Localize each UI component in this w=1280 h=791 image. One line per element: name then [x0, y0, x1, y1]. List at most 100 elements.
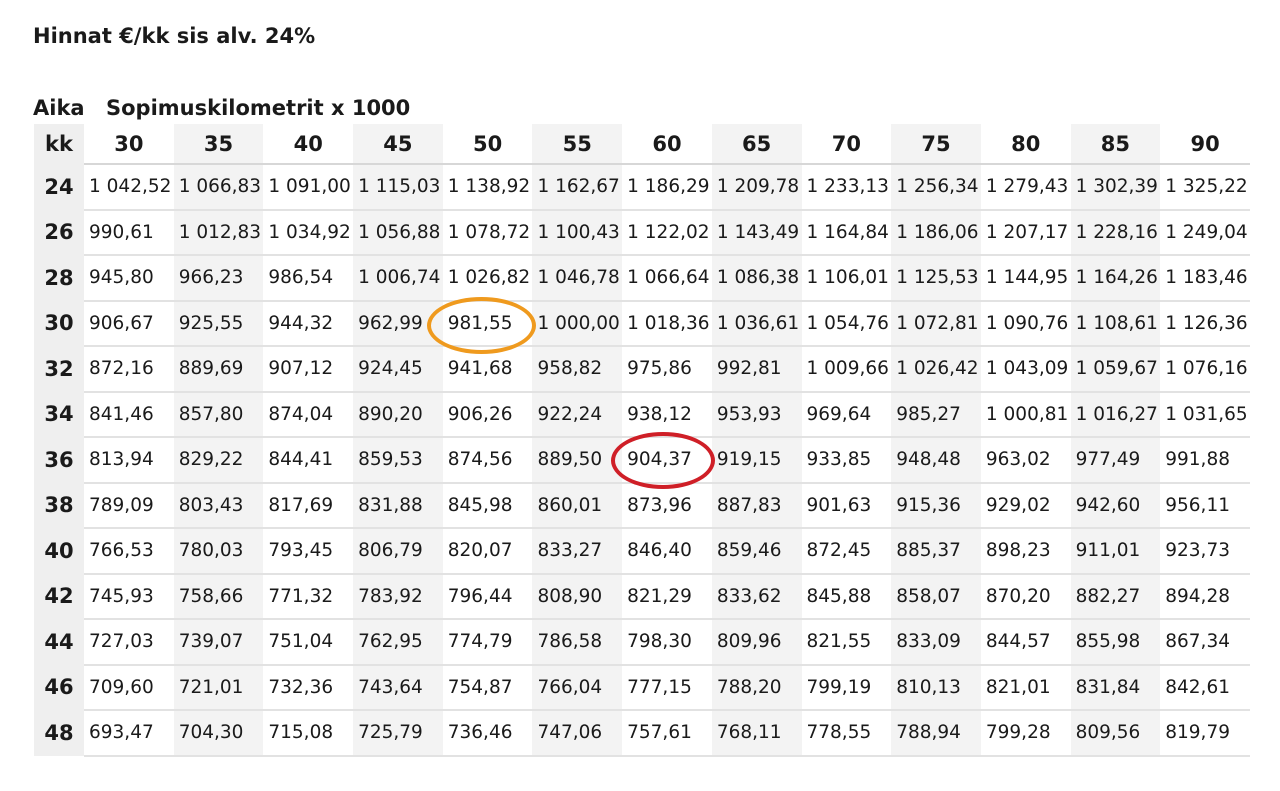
price-cell: 820,07	[442, 528, 533, 575]
price-cell: 1 115,03	[353, 164, 443, 211]
price-cell: 793,45	[263, 528, 354, 575]
price-cell: 704,30	[173, 710, 264, 757]
price-cell: 870,20	[980, 573, 1071, 620]
row-header-32: 32	[34, 346, 84, 392]
row-header-30: 30	[34, 300, 84, 346]
price-cell: 788,20	[711, 664, 802, 711]
column-header-80: 80	[980, 124, 1071, 165]
price-cell: 1 138,92	[442, 164, 533, 211]
price-cell: 778,55	[801, 710, 892, 757]
price-cell: 944,32	[263, 300, 354, 347]
price-cell: 841,46	[84, 391, 174, 438]
price-cell: 766,53	[84, 528, 174, 575]
column-header-35: 35	[173, 124, 264, 165]
price-cell: 842,61	[1160, 664, 1250, 711]
price-cell: 925,55	[173, 300, 264, 347]
price-cell: 745,93	[84, 573, 174, 620]
price-cell: 966,23	[173, 255, 264, 302]
price-cell: 898,23	[980, 528, 1071, 575]
price-cell: 948,48	[891, 437, 981, 484]
price-cell: 817,69	[263, 482, 354, 529]
price-cell: 977,49	[1070, 437, 1161, 484]
row-header-46: 46	[34, 664, 84, 710]
price-cell: 739,07	[173, 619, 264, 666]
price-cell: 757,61	[622, 710, 712, 757]
price-cell: 736,46	[442, 710, 533, 757]
price-cell: 809,56	[1070, 710, 1161, 757]
price-cell: 831,84	[1070, 664, 1161, 711]
price-cell: 1 046,78	[532, 255, 623, 302]
price-cell: 783,92	[353, 573, 443, 620]
price-cell: 846,40	[622, 528, 712, 575]
price-cell: 796,44	[442, 573, 533, 620]
price-cell: 1 000,00	[532, 300, 623, 347]
price-cell: 709,60	[84, 664, 174, 711]
price-cell: 1 012,83	[173, 209, 264, 256]
price-cell: 860,01	[532, 482, 623, 529]
column-header-45: 45	[353, 124, 443, 165]
price-cell: 990,61	[84, 209, 174, 256]
km-label: Sopimuskilometrit x 1000	[106, 96, 411, 120]
price-cell: 1 034,92	[263, 209, 354, 256]
price-cell: 872,16	[84, 346, 174, 393]
price-cell: 929,02	[980, 482, 1071, 529]
time-label: Aika	[33, 96, 85, 120]
price-cell: 725,79	[353, 710, 443, 757]
price-cell: 858,07	[891, 573, 981, 620]
price-cell: 906,26	[442, 391, 533, 438]
price-cell: 915,36	[891, 482, 981, 529]
price-cell: 859,46	[711, 528, 802, 575]
price-cell: 727,03	[84, 619, 174, 666]
price-cell: 1 076,16	[1160, 346, 1250, 393]
table-row: 28 945,80 966,23 986,54 1 006,74 1 026,82 1 04…	[34, 255, 1250, 302]
column-header-50: 50	[442, 124, 533, 165]
price-cell: 732,36	[263, 664, 354, 711]
row-header-44: 44	[34, 619, 84, 665]
price-cell: 813,94	[84, 437, 174, 484]
price-cell: 1 072,81	[891, 300, 981, 347]
price-cell: 882,27	[1070, 573, 1161, 620]
table-row: 46 709,60 721,01 732,36 743,64 754,87 766,04 77…	[34, 664, 1250, 711]
price-cell: 1 144,95	[980, 255, 1071, 302]
price-cell: 857,80	[173, 391, 264, 438]
price-cell: 1 100,43	[532, 209, 623, 256]
price-cell: 758,66	[173, 573, 264, 620]
price-cell: 933,85	[801, 437, 892, 484]
price-cell: 938,12	[622, 391, 712, 438]
price-cell: 889,50	[532, 437, 623, 484]
price-cell: 1 302,39	[1070, 164, 1161, 211]
price-cell: 894,28	[1160, 573, 1250, 620]
price-cell: 844,57	[980, 619, 1071, 666]
price-cell: 919,15	[711, 437, 802, 484]
column-header-85: 85	[1070, 124, 1161, 165]
row-header-40: 40	[34, 528, 84, 574]
price-cell: 786,58	[532, 619, 623, 666]
price-cell: 1 209,78	[711, 164, 802, 211]
price-cell: 1 207,17	[980, 209, 1071, 256]
price-cell: 992,81	[711, 346, 802, 393]
price-cell: 1 164,84	[801, 209, 892, 256]
price-cell: 774,79	[442, 619, 533, 666]
column-header-75: 75	[891, 124, 981, 165]
price-cell: 1 249,04	[1160, 209, 1250, 256]
price-cell: 911,01	[1070, 528, 1161, 575]
price-cell: 956,11	[1160, 482, 1250, 529]
price-cell: 810,13	[891, 664, 981, 711]
price-cell: 986,54	[263, 255, 354, 302]
price-cell: 1 086,38	[711, 255, 802, 302]
price-cell: 1 054,76	[801, 300, 892, 347]
price-cell: 945,80	[84, 255, 174, 302]
price-cell: 1 279,43	[980, 164, 1071, 211]
price-cell: 1 122,02	[622, 209, 712, 256]
price-cell: 771,32	[263, 573, 354, 620]
price-cell: 942,60	[1070, 482, 1161, 529]
price-cell: 1 078,72	[442, 209, 533, 256]
price-cell: 1 143,49	[711, 209, 802, 256]
price-cell: 806,79	[353, 528, 443, 575]
row-header-24: 24	[34, 164, 84, 210]
price-cell: 1 162,67	[532, 164, 623, 211]
price-cell: 808,90	[532, 573, 623, 620]
price-cell: 985,27	[891, 391, 981, 438]
table-row: 34 841,46 857,80 874,04 890,20 906,26 922,24 93…	[34, 391, 1250, 438]
price-cell: 991,88	[1160, 437, 1250, 484]
